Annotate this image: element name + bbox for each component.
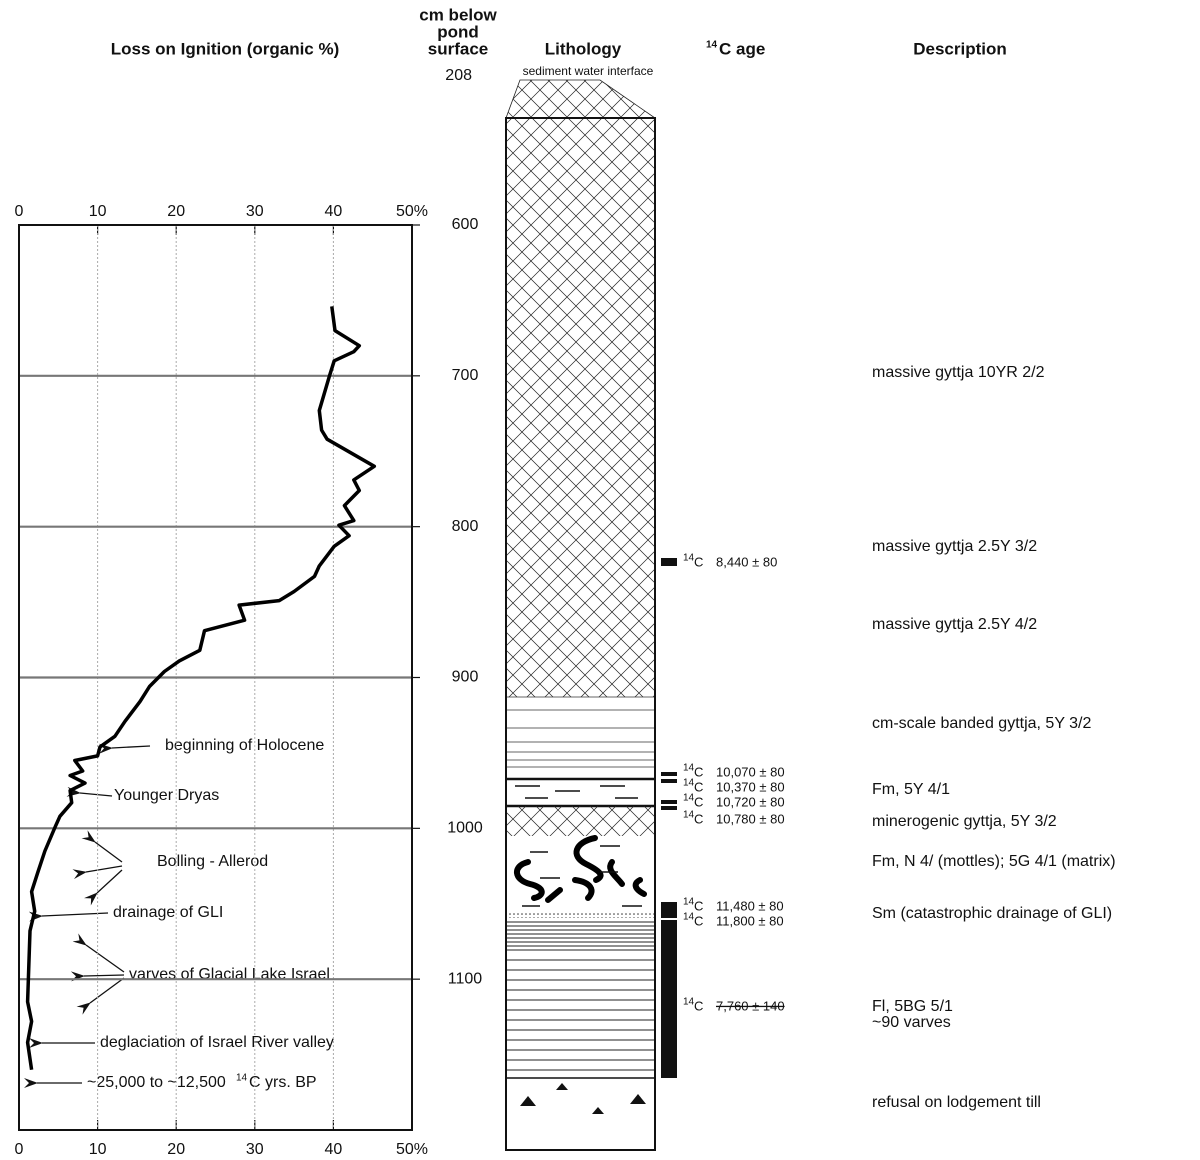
x-tick-label: 50% bbox=[396, 1141, 428, 1158]
x-tick-label: 40 bbox=[325, 203, 343, 220]
annotation: beginning of Holocene bbox=[165, 737, 324, 754]
surface-label: sediment water interface bbox=[523, 64, 654, 78]
age-prefix: C bbox=[694, 554, 703, 569]
lithology-cone bbox=[506, 80, 655, 118]
description: minerogenic gyttja, 5Y 3/2 bbox=[872, 813, 1057, 830]
age-value: 7,760 ± 140 bbox=[716, 998, 785, 1013]
y-tick-label: 1100 bbox=[448, 970, 483, 987]
description: Fm, N 4/ (mottles); 5G 4/1 (matrix) bbox=[872, 853, 1116, 870]
figure: Loss on Ignition (organic %) cm below po… bbox=[0, 0, 1200, 1160]
loi-title: Loss on Ignition (organic %) bbox=[111, 39, 340, 58]
age-value: 10,780 ± 80 bbox=[716, 811, 785, 826]
description: Fm, 5Y 4/1 bbox=[872, 781, 950, 798]
age-prefix: C bbox=[694, 898, 703, 913]
age-prefix: C bbox=[694, 779, 703, 794]
description-title: Description bbox=[913, 39, 1007, 58]
age-prefix: C bbox=[694, 811, 703, 826]
x-tick-label: 50% bbox=[396, 203, 428, 220]
x-tick-label: 10 bbox=[89, 1141, 107, 1158]
x-tick-label: 40 bbox=[325, 1141, 343, 1158]
lithology-column bbox=[506, 80, 655, 1150]
description: Sm (catastrophic drainage of GLI) bbox=[872, 905, 1112, 922]
age-value: 11,800 ± 80 bbox=[716, 913, 784, 928]
age-prefix-sup: 14 bbox=[683, 912, 695, 923]
x-tick-label: 0 bbox=[15, 1141, 24, 1158]
x-tick-label: 20 bbox=[167, 203, 185, 220]
age-value: 10,370 ± 80 bbox=[716, 779, 785, 794]
description: ~90 varves bbox=[872, 1014, 951, 1031]
fm-dashes bbox=[515, 786, 638, 798]
sand-unit bbox=[506, 912, 655, 918]
annotation: ~25,000 to ~12,500 bbox=[87, 1074, 226, 1091]
banded-unit bbox=[506, 697, 655, 767]
description: massive gyttja 10YR 2/2 bbox=[872, 364, 1045, 381]
x-tick-label: 10 bbox=[89, 203, 107, 220]
x-tick-label: 30 bbox=[246, 203, 264, 220]
annotation: C yrs. BP bbox=[249, 1074, 317, 1091]
y-tick-label: 900 bbox=[452, 669, 479, 686]
minerogenic-unit bbox=[506, 806, 655, 840]
description: Fl, 5BG 5/1 bbox=[872, 998, 953, 1015]
laminated-unit bbox=[506, 922, 655, 1070]
x-tick-label: 30 bbox=[246, 1141, 264, 1158]
descriptions: massive gyttja 10YR 2/2 massive gyttja 2… bbox=[872, 364, 1116, 1111]
age-value: 10,070 ± 80 bbox=[716, 764, 785, 779]
annotation-sup: 14 bbox=[236, 1073, 248, 1084]
till-clasts bbox=[520, 1083, 646, 1114]
y-tick-label: 800 bbox=[452, 518, 479, 535]
age-prefix-sup: 14 bbox=[683, 763, 695, 774]
loi-plot: 0 0 10 10 20 20 30 30 40 40 50% 50% 600 700 800 900 1000… bbox=[15, 203, 483, 1158]
age-prefix-sup: 14 bbox=[683, 793, 695, 804]
age-title: C age bbox=[719, 39, 765, 58]
lithology-title: Lithology bbox=[545, 39, 622, 58]
age-prefix: C bbox=[694, 764, 703, 779]
age-prefix: C bbox=[694, 998, 703, 1013]
y-tick-label: 1000 bbox=[447, 820, 483, 837]
description: cm-scale banded gyttja, 5Y 3/2 bbox=[872, 715, 1091, 732]
age-prefix-sup: 14 bbox=[683, 778, 695, 789]
age-title-sup: 14 bbox=[706, 40, 718, 51]
description: massive gyttja 2.5Y 4/2 bbox=[872, 616, 1037, 633]
annotation: Bolling - Allerod bbox=[157, 853, 268, 870]
annotation: drainage of GLI bbox=[113, 904, 223, 921]
age-value: 11,480 ± 80 bbox=[716, 898, 784, 913]
age-markers bbox=[661, 558, 677, 1078]
annotation: varves of Glacial Lake Israel bbox=[129, 966, 330, 983]
x-tick-label: 20 bbox=[167, 1141, 185, 1158]
annotation: Younger Dryas bbox=[114, 787, 219, 804]
description: massive gyttja 2.5Y 3/2 bbox=[872, 538, 1037, 555]
age-prefix-sup: 14 bbox=[683, 810, 695, 821]
y-tick-label: 600 bbox=[452, 216, 479, 233]
age-prefix-sup: 14 bbox=[683, 897, 695, 908]
annotation: deglaciation of Israel River valley bbox=[100, 1034, 334, 1051]
age-prefix-sup: 14 bbox=[683, 553, 695, 564]
age-value: 8,440 ± 80 bbox=[716, 554, 777, 569]
age-value: 10,720 ± 80 bbox=[716, 794, 785, 809]
y-tick-label: 700 bbox=[452, 367, 479, 384]
depth-title: surface bbox=[428, 39, 488, 58]
description: refusal on lodgement till bbox=[872, 1094, 1041, 1111]
loi-curve bbox=[28, 306, 375, 1069]
age-prefix-sup: 14 bbox=[683, 997, 695, 1008]
surface-depth: 208 bbox=[445, 67, 472, 84]
gyttja-unit bbox=[506, 118, 655, 697]
x-tick-label: 0 bbox=[15, 203, 24, 220]
age-prefix: C bbox=[694, 794, 703, 809]
age-prefix: C bbox=[694, 913, 703, 928]
